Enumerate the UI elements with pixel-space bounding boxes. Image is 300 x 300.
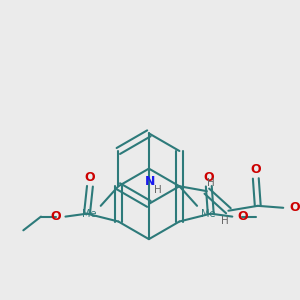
Text: O: O — [237, 210, 248, 223]
Text: O: O — [250, 163, 261, 176]
Text: H: H — [207, 178, 214, 188]
Text: O: O — [289, 201, 300, 214]
Text: Me: Me — [201, 209, 215, 219]
Text: O: O — [85, 171, 95, 184]
Text: O: O — [50, 210, 61, 223]
Text: Me: Me — [82, 209, 97, 219]
Text: N: N — [145, 175, 155, 188]
Text: H: H — [220, 215, 228, 226]
Text: H: H — [154, 185, 162, 195]
Text: O: O — [203, 171, 214, 184]
